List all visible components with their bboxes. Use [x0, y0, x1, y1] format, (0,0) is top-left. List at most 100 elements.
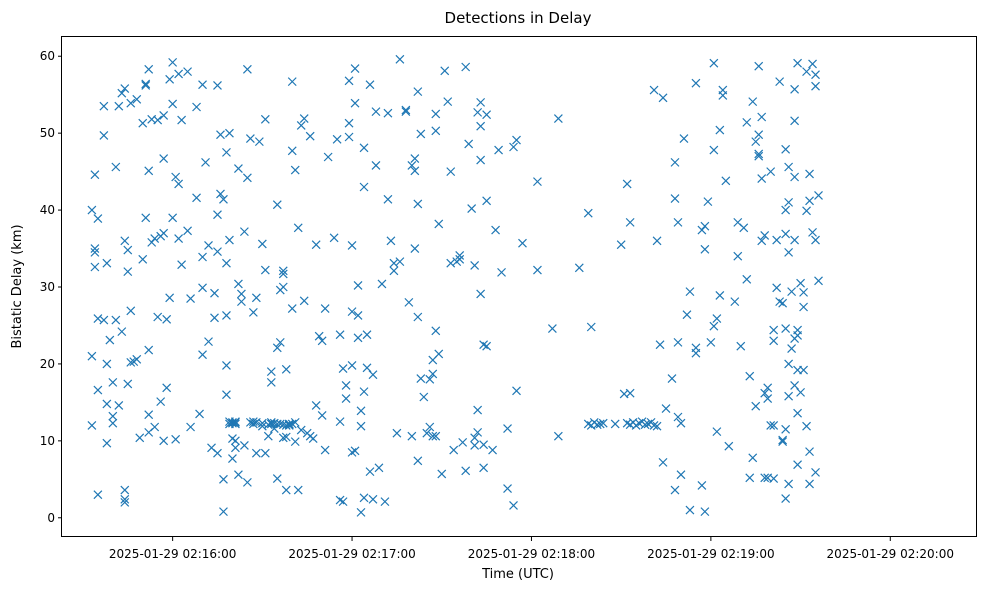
data-point: [407, 161, 417, 170]
data-point: [99, 315, 109, 325]
data-point: [311, 240, 321, 250]
data-point: [216, 189, 225, 199]
data-point: [574, 263, 584, 273]
y-axis-ticks: 0 10 20 30 40 50 60: [40, 49, 62, 525]
data-point: [784, 359, 794, 369]
data-point: [233, 470, 243, 480]
data-points: [87, 54, 823, 517]
data-point: [126, 306, 136, 316]
data-point: [138, 118, 148, 128]
data-point: [763, 383, 773, 393]
data-point: [293, 223, 303, 233]
data-point: [323, 152, 333, 162]
data-point: [422, 428, 432, 438]
data-point: [652, 421, 662, 431]
data-point: [174, 179, 184, 189]
data-point: [335, 417, 345, 427]
data-point: [425, 374, 435, 384]
data-point: [670, 157, 680, 167]
data-point: [431, 431, 441, 441]
data-point: [676, 418, 686, 428]
data-point: [350, 98, 360, 108]
y-tick-label: 20: [40, 357, 55, 371]
data-point: [778, 435, 788, 445]
data-point: [171, 434, 181, 444]
data-point: [87, 205, 97, 215]
data-point: [790, 235, 800, 245]
data-point: [228, 454, 237, 463]
data-point: [700, 507, 710, 517]
data-point: [135, 433, 145, 443]
data-point: [437, 469, 447, 479]
data-point: [99, 131, 109, 140]
data-point: [102, 399, 112, 409]
data-point: [434, 219, 444, 229]
data-point: [419, 392, 429, 402]
data-point: [126, 98, 136, 108]
data-point: [494, 145, 503, 155]
data-point: [266, 417, 276, 427]
data-point: [751, 137, 761, 147]
y-tick-label: 60: [40, 49, 55, 63]
data-point: [272, 343, 282, 353]
data-point: [210, 313, 219, 323]
data-point: [290, 437, 300, 447]
data-point: [350, 64, 360, 73]
data-point: [278, 266, 288, 276]
data-point: [266, 377, 276, 387]
data-point: [703, 197, 713, 207]
data-point: [592, 420, 602, 430]
data-point: [257, 418, 267, 428]
data-point: [108, 411, 118, 421]
data-point: [87, 421, 97, 430]
data-point: [802, 206, 811, 216]
data-point: [811, 81, 820, 91]
data-point: [144, 64, 154, 74]
data-point: [177, 260, 187, 270]
data-point: [222, 311, 231, 320]
data-point: [353, 333, 363, 343]
data-point: [383, 194, 393, 204]
data-point: [811, 70, 820, 80]
data-point: [153, 312, 163, 322]
data-point: [233, 164, 243, 173]
data-point: [748, 453, 758, 463]
data-point: [700, 221, 710, 231]
data-point: [296, 121, 306, 130]
data-point: [338, 364, 348, 373]
data-point: [407, 431, 417, 441]
data-point: [320, 304, 330, 313]
data-point: [676, 470, 686, 480]
data-point: [153, 115, 163, 125]
data-point: [123, 379, 133, 389]
data-point: [491, 225, 501, 235]
data-point: [93, 314, 103, 323]
data-point: [790, 84, 800, 94]
data-point: [150, 234, 160, 243]
data-point: [159, 111, 169, 120]
data-point: [260, 448, 270, 458]
data-point: [757, 174, 767, 183]
data-point: [356, 421, 366, 431]
data-point: [461, 62, 471, 72]
data-point: [174, 234, 184, 243]
data-point: [219, 194, 228, 204]
data-point: [359, 493, 369, 503]
data-point: [479, 440, 489, 450]
data-point: [712, 427, 722, 437]
data-point: [108, 418, 118, 428]
data-point: [470, 433, 480, 443]
data-point: [159, 436, 169, 446]
data-point: [222, 258, 231, 268]
data-point: [105, 335, 115, 345]
data-point: [518, 238, 527, 248]
data-point: [553, 114, 563, 123]
data-point: [787, 287, 797, 297]
data-point: [389, 258, 399, 268]
data-point: [661, 404, 671, 413]
data-point: [222, 390, 231, 400]
data-point: [410, 244, 420, 253]
data-point: [201, 157, 210, 167]
data-point: [781, 229, 791, 239]
data-point: [347, 307, 357, 317]
